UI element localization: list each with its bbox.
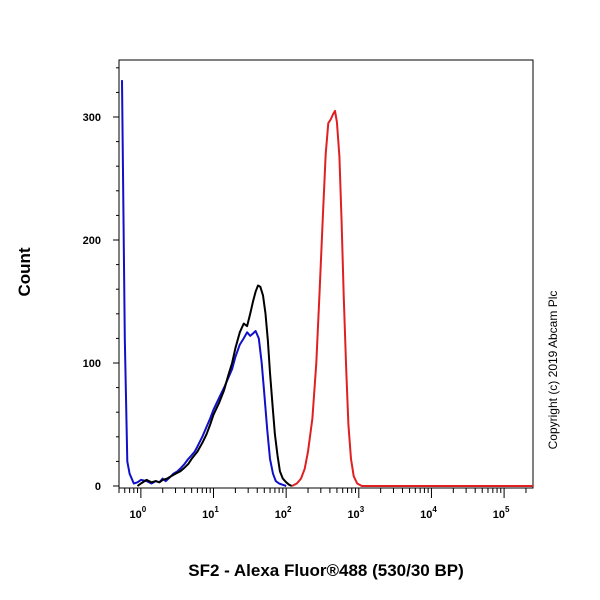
y-axis-ticks: 0 100 200 300 — [83, 67, 119, 493]
plot-frame — [118, 59, 534, 489]
x-tick-label: 104 — [420, 505, 437, 521]
y-axis-title: Count — [15, 247, 34, 296]
x-tick-label: 103 — [347, 505, 364, 521]
x-tick-label: 102 — [275, 505, 292, 521]
copyright-notice: Copyright (c) 2019 Abcam Plc — [546, 291, 560, 450]
y-tick-label: 100 — [83, 358, 101, 370]
x-tick-label: 101 — [202, 505, 219, 521]
y-tick-label: 0 — [95, 481, 101, 493]
series-line-3 — [291, 109, 533, 487]
series-line-1 — [121, 80, 287, 487]
x-tick-label: 105 — [493, 505, 510, 521]
series-layer — [121, 80, 533, 487]
x-axis-ticks: 100 101 102 103 104 105 — [118, 488, 527, 521]
series-line-2 — [136, 284, 293, 487]
y-tick-label: 300 — [83, 112, 101, 124]
x-axis-title: SF2 - Alexa Fluor®488 (530/30 BP) — [188, 561, 464, 580]
y-tick-label: 200 — [83, 235, 101, 247]
x-tick-label: 100 — [130, 505, 147, 521]
